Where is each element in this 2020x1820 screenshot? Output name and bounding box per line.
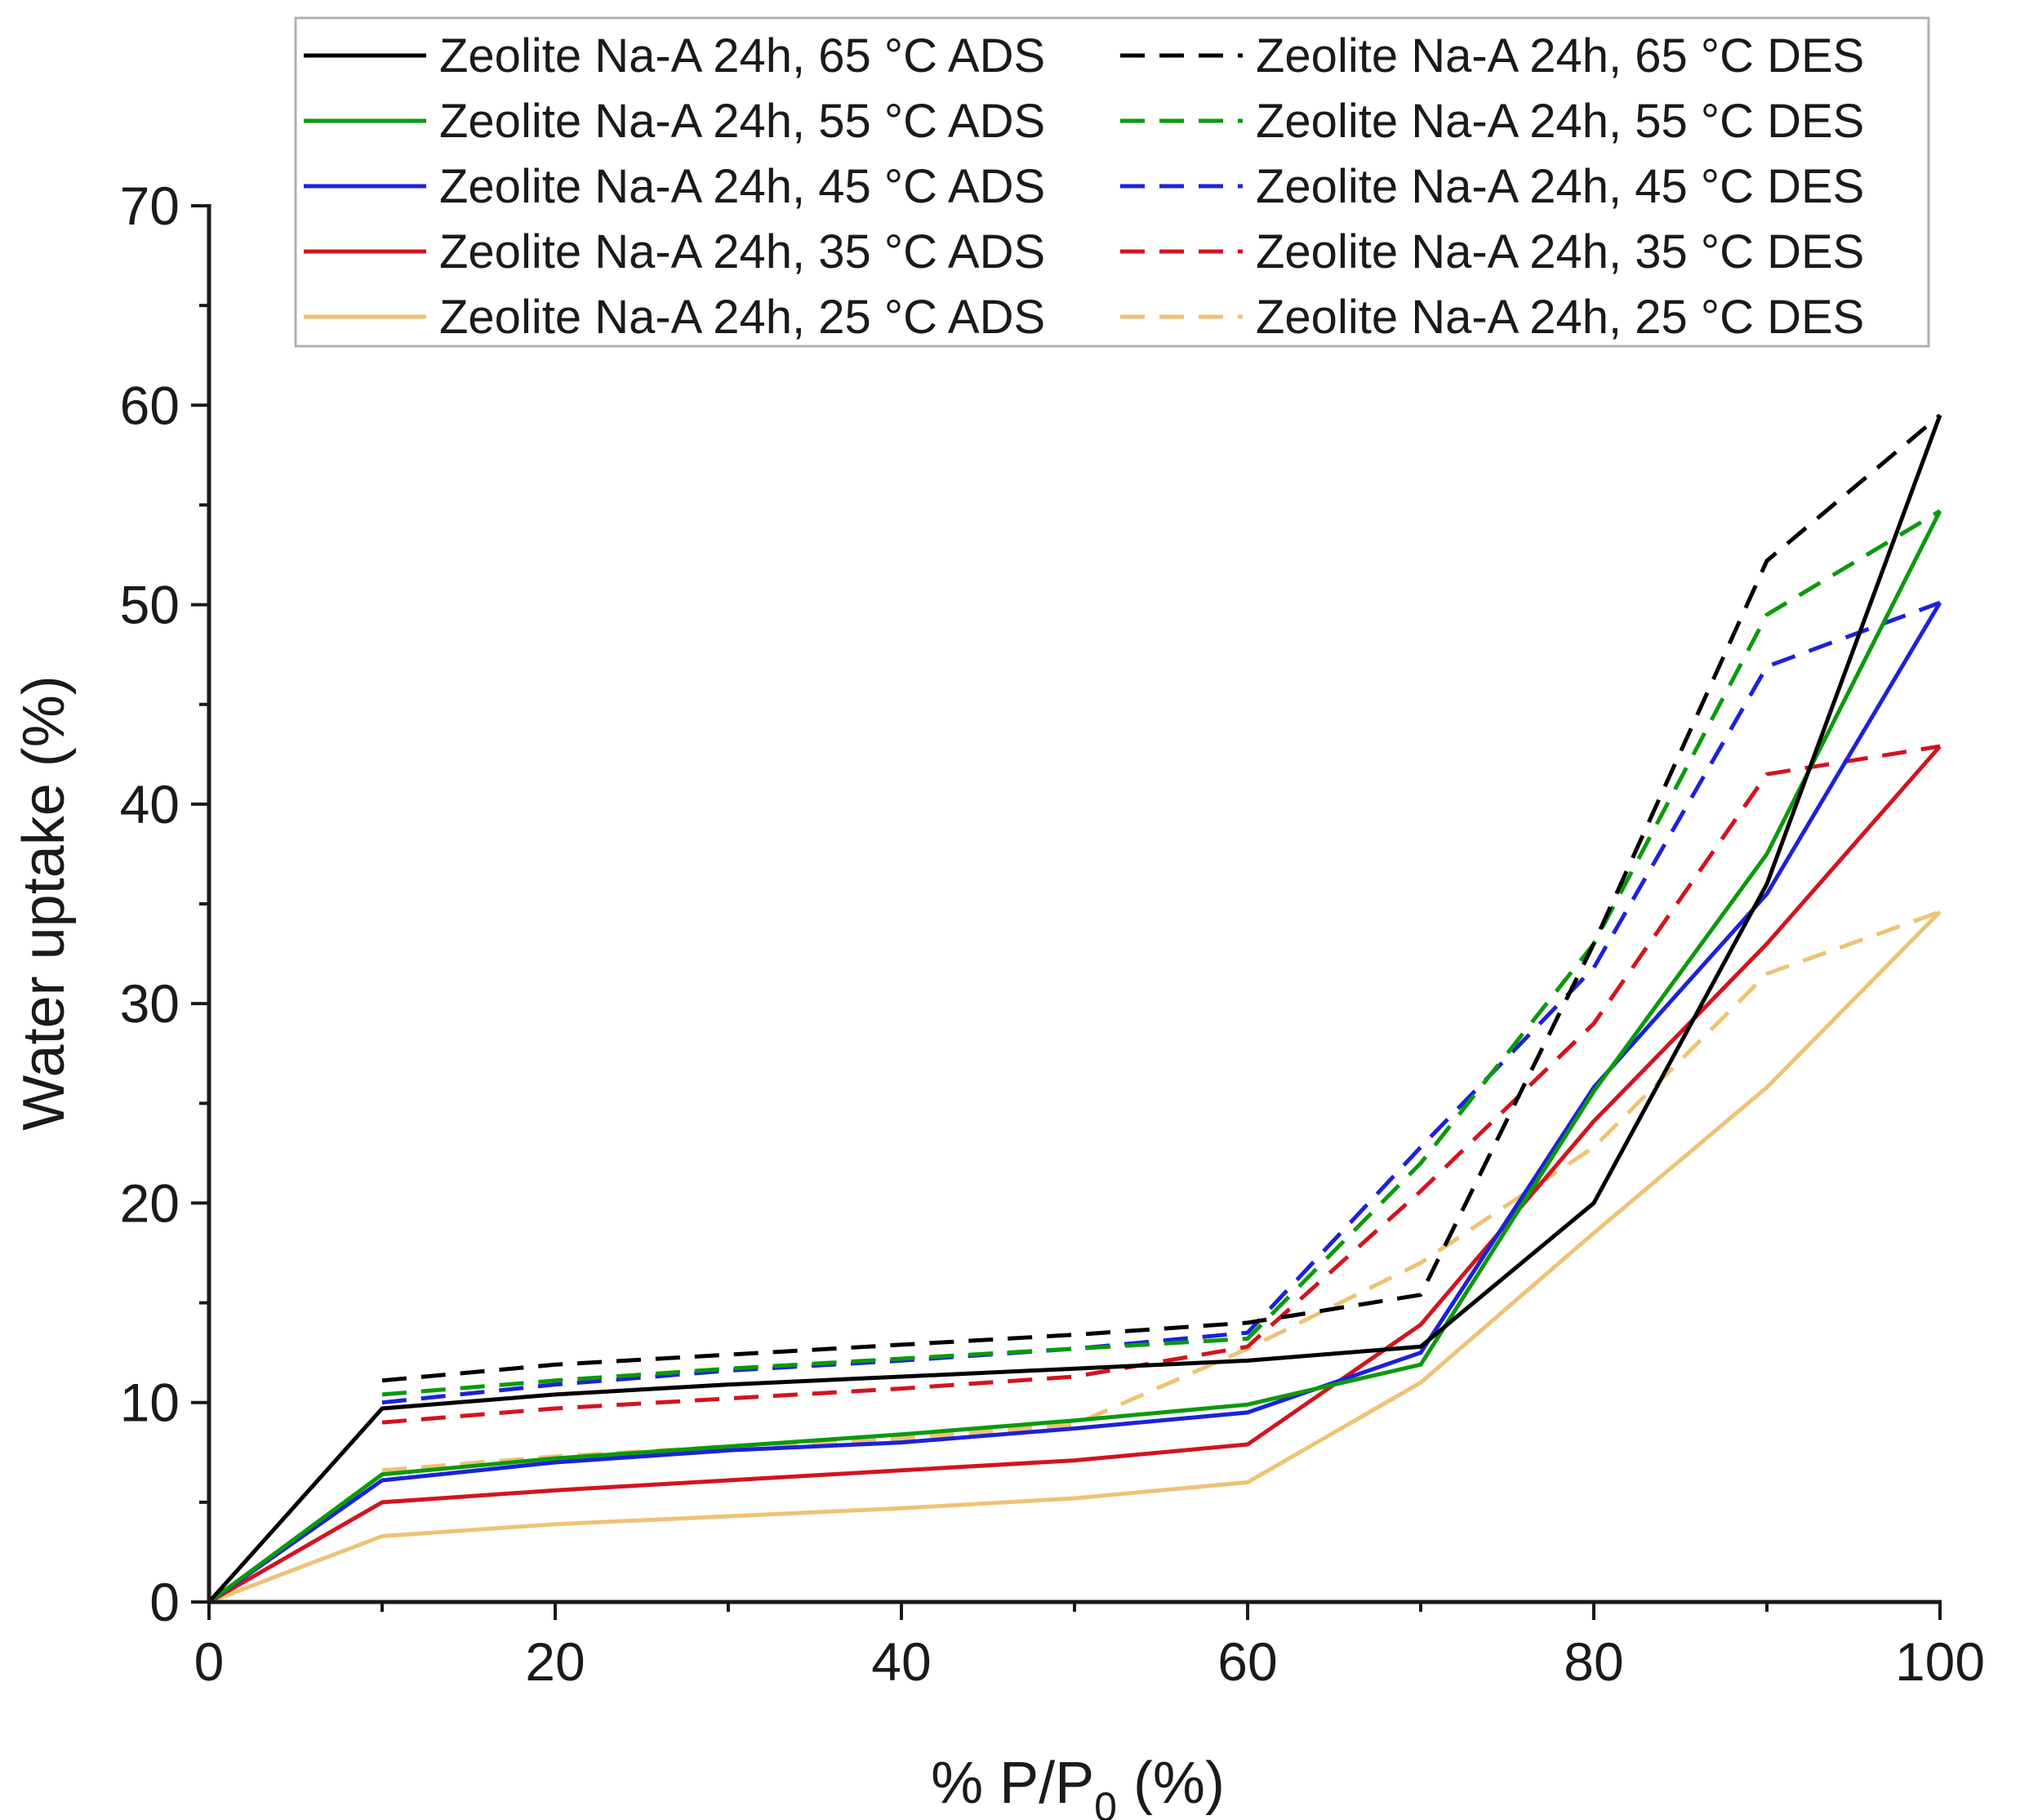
series-line-3 bbox=[207, 510, 1942, 1604]
legend-label: Zeolite Na-A 24h, 45 °C ADS bbox=[439, 160, 1045, 213]
y-tick-label: 0 bbox=[149, 1572, 180, 1632]
x-tick-label: 20 bbox=[525, 1631, 585, 1692]
x-tick-label: 80 bbox=[1564, 1631, 1623, 1692]
series-line-8 bbox=[381, 744, 1941, 1425]
plot-area bbox=[207, 413, 1942, 1604]
x-tick-label: 0 bbox=[194, 1631, 225, 1692]
series-line-2 bbox=[381, 413, 1942, 1383]
series-line-10 bbox=[381, 910, 1941, 1473]
legend: Zeolite Na-A 24h, 65 °C ADS Zeolite Na-A … bbox=[294, 16, 1930, 348]
y-tick-label: 60 bbox=[120, 375, 180, 435]
legend-label: Zeolite Na-A 24h, 55 °C ADS bbox=[439, 95, 1045, 148]
y-tick-label: 30 bbox=[120, 973, 180, 1034]
x-tick-label: 40 bbox=[871, 1631, 931, 1692]
legend-frame bbox=[294, 16, 1930, 348]
series-line-6 bbox=[381, 600, 1941, 1405]
y-tick-label: 20 bbox=[120, 1173, 180, 1233]
y-tick-label: 40 bbox=[120, 774, 180, 834]
legend-label: Zeolite Na-A 24h, 25 °C ADS bbox=[439, 291, 1045, 344]
legend-label: Zeolite Na-A 24h, 25 °C DES bbox=[1256, 291, 1864, 344]
series-line-1 bbox=[207, 414, 1942, 1604]
legend-label: Zeolite Na-A 24h, 55 °C DES bbox=[1256, 95, 1864, 148]
y-axis-title: Water uptake (%) bbox=[11, 675, 77, 1131]
legend-label: Zeolite Na-A 24h, 35 °C ADS bbox=[439, 225, 1045, 278]
ticks: 0 10 20 30 40 50 60 70 0 20 40 60 80 100 bbox=[120, 176, 1985, 1692]
legend-label: Zeolite Na-A 24h, 45 °C DES bbox=[1256, 160, 1864, 213]
y-tick-label: 50 bbox=[120, 575, 180, 635]
y-tick-label: 10 bbox=[120, 1373, 180, 1433]
x-tick-label: 100 bbox=[1895, 1631, 1985, 1692]
x-axis-title: % P/P0 (%) bbox=[931, 1751, 1225, 1820]
x-axis-title-subscript: 0 bbox=[1094, 1784, 1117, 1820]
legend-label: Zeolite Na-A 24h, 65 °C ADS bbox=[439, 29, 1045, 82]
series-line-7 bbox=[207, 745, 1942, 1604]
x-axis-title-suffix: (%) bbox=[1117, 1751, 1225, 1816]
series-line-5 bbox=[207, 601, 1942, 1604]
legend-label: Zeolite Na-A 24h, 35 °C DES bbox=[1256, 225, 1864, 278]
legend-label: Zeolite Na-A 24h, 65 °C DES bbox=[1256, 29, 1864, 82]
series-line-9 bbox=[208, 910, 1942, 1604]
x-axis-title-main: % P/P bbox=[931, 1751, 1094, 1816]
x-tick-label: 60 bbox=[1217, 1631, 1277, 1692]
series-line-4 bbox=[381, 509, 1942, 1397]
y-tick-label: 70 bbox=[120, 176, 180, 236]
